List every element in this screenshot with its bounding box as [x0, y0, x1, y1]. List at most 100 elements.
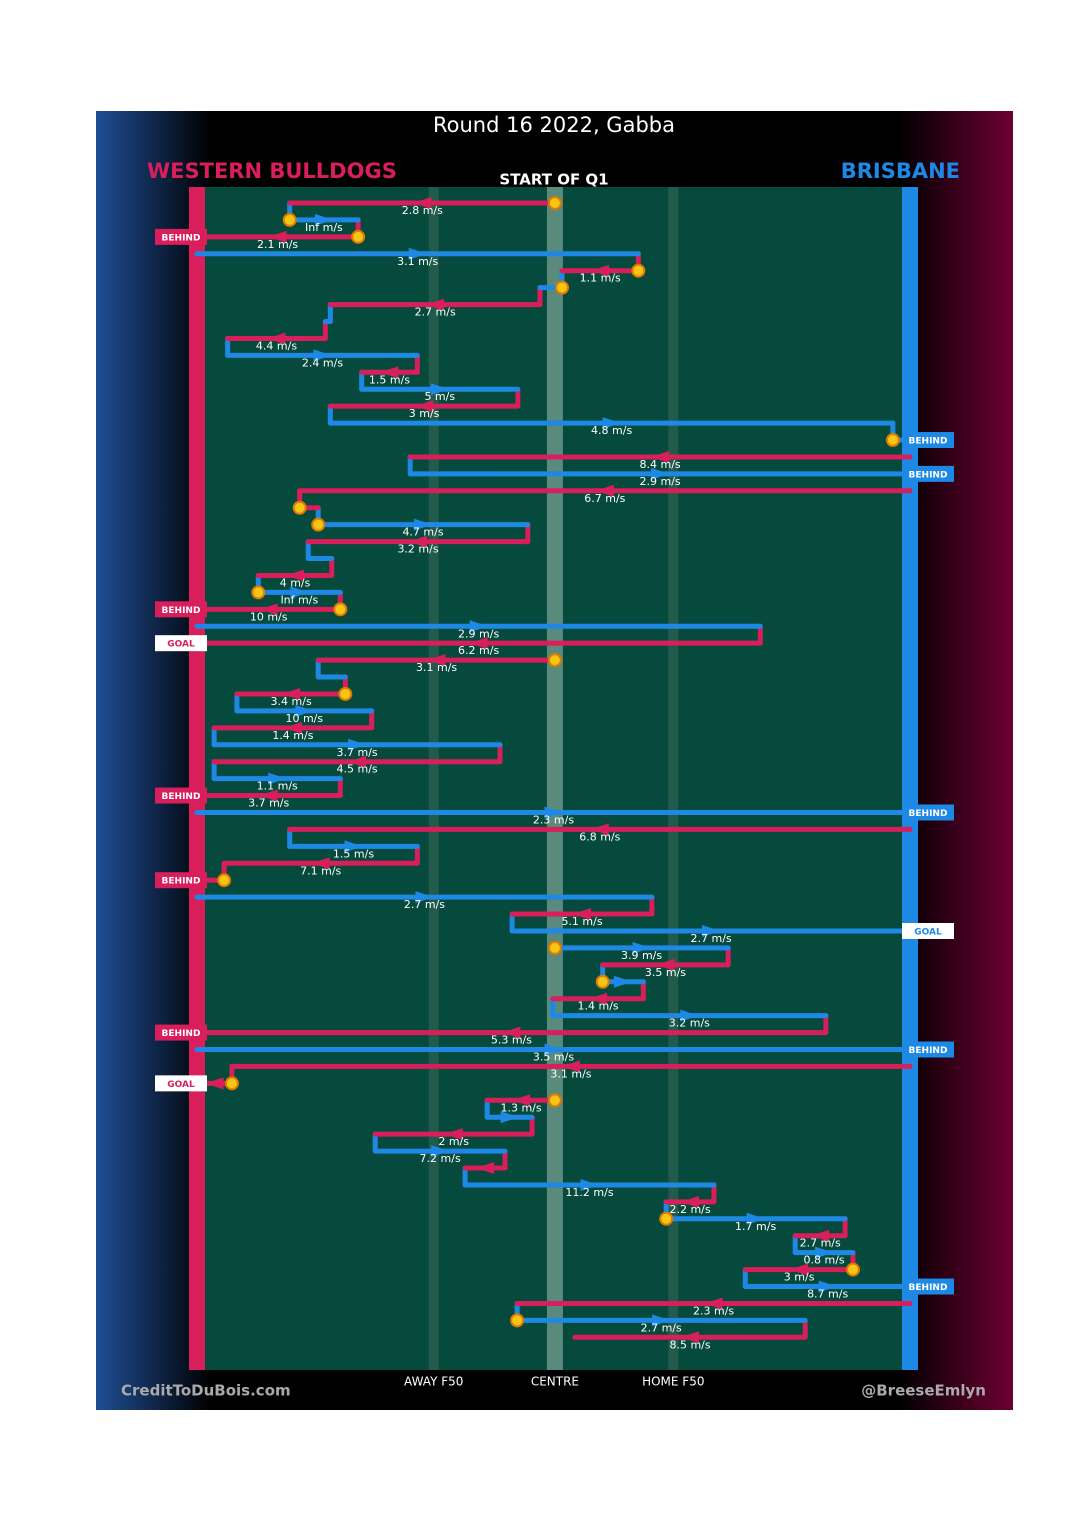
speed-label: 2.1 m/s — [257, 238, 298, 251]
arrow — [259, 789, 278, 802]
arrow — [502, 1026, 521, 1039]
arrow — [348, 755, 367, 768]
result-label: BEHIND — [162, 233, 201, 243]
arrow — [656, 958, 675, 971]
arrow — [444, 1128, 463, 1141]
speed-label: 4.5 m/s — [336, 763, 377, 776]
result-label: BEHIND — [909, 1046, 948, 1056]
arrow — [205, 1077, 224, 1090]
left-goal-line — [189, 187, 205, 1370]
arrow — [595, 484, 614, 497]
arrow — [790, 1263, 809, 1276]
result-box — [155, 787, 207, 804]
stoppage — [351, 229, 366, 244]
arrow — [815, 1246, 834, 1259]
arrow — [469, 637, 488, 650]
stoppage — [659, 1211, 674, 1226]
arrow — [591, 264, 610, 277]
speed-label: 2.8 m/s — [402, 204, 443, 217]
result-box — [155, 1024, 207, 1041]
arrow — [415, 891, 434, 904]
speed-label: 6.2 m/s — [458, 644, 499, 657]
stoppage — [217, 873, 232, 888]
arrow — [746, 1212, 765, 1225]
subtitle: START OF Q1 — [499, 171, 608, 189]
arrow — [295, 704, 314, 717]
speed-label: 2.7 m/s — [415, 306, 456, 319]
arrow — [681, 1195, 700, 1208]
arrow — [267, 332, 286, 345]
speed-label: 3.1 m/s — [416, 661, 457, 674]
arrow — [702, 924, 721, 937]
speed-label: 6.8 m/s — [579, 830, 620, 843]
arrow — [414, 518, 433, 531]
result-label: GOAL — [167, 1080, 195, 1090]
arrow — [469, 620, 488, 633]
stoppage — [282, 212, 297, 227]
speed-label: 10 m/s — [285, 712, 323, 725]
speed-label: 4.8 m/s — [591, 424, 632, 437]
speed-label: Inf m/s — [305, 221, 343, 234]
stoppage — [333, 602, 348, 617]
arrow — [590, 823, 609, 836]
speed-label: 1.5 m/s — [333, 847, 374, 860]
arrow — [580, 1178, 599, 1191]
speed-label: 5.3 m/s — [491, 1034, 532, 1047]
speed-label: 1.5 m/s — [369, 373, 410, 386]
speed-label: 8.5 m/s — [669, 1338, 710, 1351]
arrow — [561, 1060, 580, 1073]
speed-label: 2 m/s — [438, 1135, 469, 1148]
arrow — [602, 417, 621, 430]
speed-label: 2.3 m/s — [533, 813, 574, 826]
arrow — [311, 857, 330, 870]
speed-label: 2.7 m/s — [641, 1321, 682, 1334]
result-label: GOAL — [914, 927, 942, 937]
arrow — [313, 349, 332, 362]
speed-label: 7.1 m/s — [300, 864, 341, 877]
arrow — [290, 586, 309, 599]
speed-label: 1.3 m/s — [500, 1101, 541, 1114]
arrow — [512, 1094, 531, 1107]
speed-label: 3.1 m/s — [550, 1067, 591, 1080]
x-tick-label: HOME F50 — [642, 1375, 704, 1389]
stoppage — [510, 1313, 525, 1328]
speed-label: 3.7 m/s — [248, 797, 289, 810]
stoppage — [547, 653, 562, 668]
result-box — [902, 804, 954, 821]
chains: 2.8 m/s Inf m/s 2.1 m/s BEHIND 3.1 m/s 1.1 m/… — [155, 196, 954, 1351]
arrow — [283, 721, 302, 734]
arrow — [430, 383, 449, 396]
arrow — [426, 298, 445, 311]
stoppage — [547, 196, 562, 210]
grid — [428, 187, 679, 1370]
speed-label: 1.7 m/s — [735, 1220, 776, 1233]
arrow — [573, 908, 592, 921]
arrow — [408, 247, 427, 260]
arrow — [344, 840, 363, 853]
arrow — [614, 975, 633, 988]
arrow — [409, 535, 428, 548]
arrow — [476, 1162, 495, 1175]
speed-label: 4.7 m/s — [402, 526, 443, 539]
speed-label: 8.4 m/s — [640, 458, 681, 471]
speed-label: 3.5 m/s — [645, 966, 686, 979]
arrow — [544, 1043, 563, 1056]
arrow — [500, 1111, 519, 1124]
arrow — [651, 450, 670, 463]
team-right: BRISBANE — [841, 159, 960, 183]
result-label: BEHIND — [162, 1029, 201, 1039]
result-box — [902, 465, 954, 482]
speed-label: 3.2 m/s — [397, 543, 438, 556]
result-box — [902, 922, 954, 939]
arrow — [652, 1314, 671, 1327]
stoppage — [224, 1076, 239, 1091]
result-box — [155, 872, 207, 889]
right-goal-line — [902, 187, 918, 1370]
speed-label: 3.9 m/s — [621, 949, 662, 962]
stoppage — [631, 263, 646, 278]
speed-label: 3.1 m/s — [397, 255, 438, 268]
result-box — [155, 228, 207, 245]
arrow — [811, 1229, 830, 1242]
chart-title: Round 16 2022, Gabba — [433, 113, 675, 137]
